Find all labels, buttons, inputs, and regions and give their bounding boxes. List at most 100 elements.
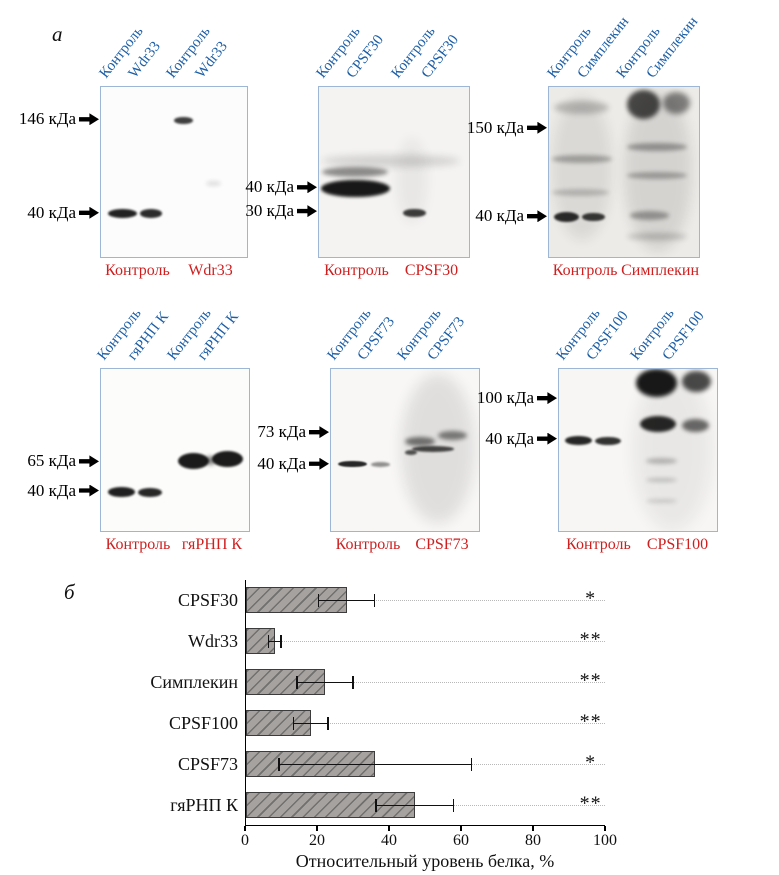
error-cap-right bbox=[280, 635, 282, 649]
mw-label: 30 кДа bbox=[245, 201, 294, 221]
protein-band bbox=[204, 456, 217, 465]
significance-marker: ** bbox=[579, 791, 602, 814]
protein-band bbox=[682, 419, 710, 433]
error-cap-left bbox=[267, 635, 270, 649]
mw-label: 40 кДа bbox=[257, 453, 306, 473]
protein-band bbox=[370, 462, 391, 467]
protein-band bbox=[212, 450, 244, 467]
bar-row: * bbox=[246, 580, 605, 621]
significance-marker: * bbox=[585, 751, 597, 774]
tick-mark bbox=[316, 826, 318, 831]
protein-band bbox=[553, 211, 579, 223]
right-arrow-icon bbox=[79, 455, 99, 468]
tick-label: 0 bbox=[241, 832, 249, 849]
bar-row: ** bbox=[246, 703, 605, 744]
protein-band bbox=[639, 415, 676, 433]
protein-band bbox=[437, 430, 468, 441]
mw-marker: 40 кДа bbox=[257, 454, 329, 474]
protein-band bbox=[633, 369, 713, 531]
mw-marker: 40 кДа bbox=[245, 177, 317, 197]
blot-membrane bbox=[319, 87, 469, 257]
protein-band bbox=[663, 92, 690, 115]
x-tick: 20 bbox=[309, 826, 325, 850]
x-tick: 40 bbox=[381, 826, 397, 850]
error-cap-left bbox=[317, 594, 320, 608]
condition-labels: Контроль CPSF30 bbox=[319, 262, 469, 280]
protein-band bbox=[138, 488, 162, 497]
x-tick: 80 bbox=[525, 826, 541, 850]
mw-marker: 65 кДа bbox=[27, 451, 99, 471]
gridline bbox=[246, 722, 605, 724]
condition-labels: Контроль Wdr33 bbox=[101, 262, 247, 280]
protein-band bbox=[403, 208, 426, 218]
mw-marker: 73 кДа bbox=[257, 422, 329, 442]
condition-label: Контроль bbox=[324, 262, 389, 279]
protein-band bbox=[645, 477, 678, 483]
protein-band bbox=[627, 172, 687, 179]
blot-panel-simplekin: Контроль Симплекин Контроль Симплекин 150 кД… bbox=[467, 14, 701, 279]
x-tick: 0 bbox=[241, 826, 249, 850]
mw-label: 40 кДа bbox=[475, 206, 524, 226]
mw-label: 65 кДа bbox=[27, 451, 76, 471]
blot-membrane bbox=[549, 87, 699, 257]
right-arrow-icon bbox=[297, 205, 317, 218]
mw-marker: 40 кДа bbox=[27, 481, 99, 501]
blot-membrane bbox=[101, 369, 249, 531]
right-arrow-icon bbox=[537, 392, 557, 405]
blot-membrane bbox=[559, 369, 717, 531]
condition-labels: Контроль Симплекин bbox=[549, 262, 699, 280]
tick-label: 40 bbox=[381, 832, 397, 849]
significance-marker: ** bbox=[579, 628, 602, 651]
tick-mark bbox=[388, 826, 390, 831]
protein-band bbox=[630, 211, 669, 220]
mw-markers: 65 кДа 40 кДа bbox=[5, 369, 101, 531]
error-cap-left bbox=[375, 798, 377, 812]
right-arrow-icon bbox=[527, 210, 547, 223]
tick-mark bbox=[244, 826, 246, 831]
right-arrow-icon bbox=[297, 181, 317, 194]
protein-band bbox=[627, 90, 660, 120]
mw-marker: 150 кДа bbox=[467, 118, 547, 138]
category-labels: CPSF30 Wdr33 Симплекин CPSF100 CPSF73 гяРНП К bbox=[40, 580, 238, 826]
significance-marker: ** bbox=[579, 669, 602, 692]
mw-marker: 40 кДа bbox=[475, 206, 547, 226]
error-bar bbox=[375, 798, 455, 812]
mw-marker: 40 кДа bbox=[27, 203, 99, 223]
condition-labels: Контроль CPSF73 bbox=[331, 536, 479, 554]
protein-band bbox=[322, 155, 460, 167]
protein-band bbox=[320, 179, 390, 198]
protein-band bbox=[645, 458, 678, 464]
condition-label: Контроль bbox=[335, 536, 401, 553]
protein-band bbox=[108, 208, 138, 218]
right-arrow-icon bbox=[79, 113, 99, 126]
blot-membrane bbox=[101, 87, 247, 257]
category-label: Симплекин bbox=[150, 672, 238, 692]
panel-a-label: а bbox=[52, 22, 63, 46]
tick-mark bbox=[532, 826, 534, 831]
x-axis-label: Относительный уровень белка, % bbox=[295, 851, 555, 871]
right-arrow-icon bbox=[537, 432, 557, 445]
panel-b-label: б bbox=[64, 580, 75, 604]
protein-band bbox=[636, 369, 678, 397]
mw-markers: 146 кДа 40 кДа bbox=[5, 87, 101, 257]
bar-row: * bbox=[246, 743, 605, 784]
mw-markers: 150 кДа 40 кДа bbox=[453, 87, 549, 257]
category-label: CPSF30 bbox=[177, 590, 238, 610]
condition-label: CPSF73 bbox=[415, 536, 469, 553]
protein-band bbox=[627, 143, 687, 151]
protein-band bbox=[108, 487, 136, 497]
blot-membrane bbox=[331, 369, 479, 531]
protein-band bbox=[645, 498, 678, 504]
condition-labels: Контроль гяРНП К bbox=[101, 536, 249, 554]
protein-band bbox=[582, 212, 605, 222]
bar-row: ** bbox=[246, 621, 605, 662]
gridline bbox=[246, 641, 605, 643]
tick-label: 80 bbox=[525, 832, 541, 849]
blot-panel-cpsf100: Контроль CPSF100 Контроль CPSF100 100 кДа 40 … bbox=[477, 306, 718, 553]
condition-label: Контроль bbox=[105, 262, 170, 279]
protein-band bbox=[174, 116, 193, 125]
right-arrow-icon bbox=[309, 426, 329, 439]
blot-panel-cpsf30: Контроль CPSF30 Контроль CPSF30 40 кДа 30 кДа… bbox=[245, 24, 470, 279]
significance-marker: ** bbox=[579, 710, 602, 733]
